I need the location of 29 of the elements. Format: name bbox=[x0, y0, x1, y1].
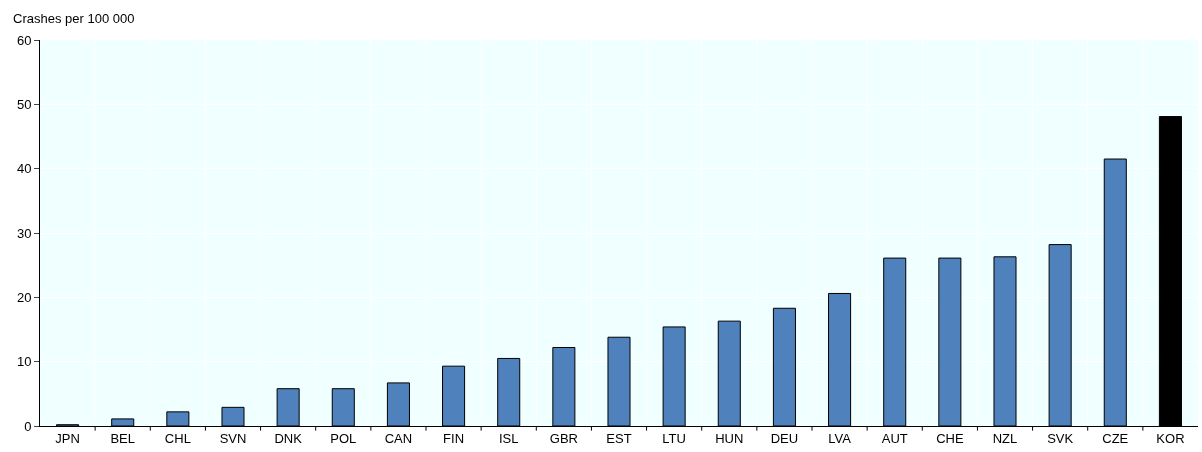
y-tick-label: 30 bbox=[16, 225, 32, 241]
x-tick-label: DNK bbox=[274, 430, 303, 446]
y-tick-label: 20 bbox=[16, 289, 32, 305]
x-tick-label: LTU bbox=[662, 430, 686, 446]
y-tick-label: 60 bbox=[16, 32, 32, 48]
x-tick-label: LVA bbox=[828, 430, 852, 446]
y-tick-label: 40 bbox=[16, 161, 32, 177]
x-tick-label: KOR bbox=[1156, 430, 1185, 446]
x-tick-label: BEL bbox=[110, 430, 135, 446]
x-tick-label: FIN bbox=[443, 430, 465, 446]
x-tick-label: HUN bbox=[715, 430, 744, 446]
x-tick-label: EST bbox=[606, 430, 632, 446]
x-tick-label: CZE bbox=[1102, 430, 1129, 446]
x-tick-label: CHL bbox=[164, 430, 191, 446]
x-tick-label: SVK bbox=[1047, 430, 1074, 446]
x-tick-label: CAN bbox=[384, 430, 413, 446]
x-tick-label: CHE bbox=[936, 430, 964, 446]
x-tick-label: AUT bbox=[881, 430, 908, 446]
x-tick-label: JPN bbox=[55, 430, 80, 446]
x-tick-label: GBR bbox=[549, 430, 578, 446]
y-tick-label: 50 bbox=[16, 96, 32, 112]
x-tick-label: DEU bbox=[770, 430, 799, 446]
y-axis-title: Crashes per 100 000 bbox=[13, 11, 135, 26]
y-tick-label: 10 bbox=[16, 354, 32, 370]
x-tick-label: ISL bbox=[498, 430, 519, 446]
x-tick-label: POL bbox=[330, 430, 357, 446]
y-tick-label: 0 bbox=[24, 418, 32, 434]
x-tick-label: NZL bbox=[992, 430, 1018, 446]
x-tick-label: SVN bbox=[219, 430, 247, 446]
